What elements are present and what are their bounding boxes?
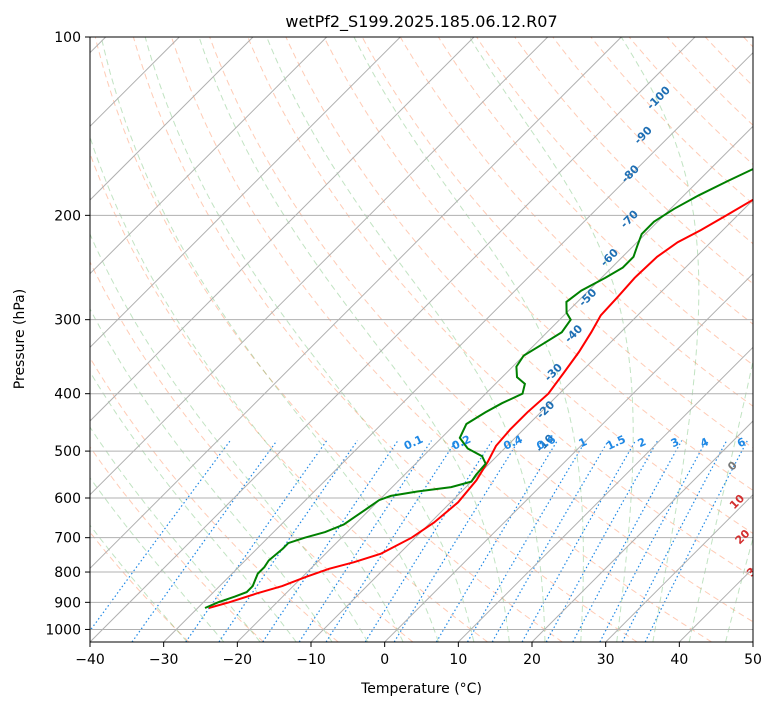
dry-adiabat — [476, 37, 753, 325]
dry-adiabat — [132, 37, 638, 642]
mixing-ratio-line — [325, 440, 457, 642]
mixing-ratio-label: 8 — [757, 435, 769, 450]
dry-adiabat — [90, 260, 414, 642]
dry-adiabat — [628, 37, 753, 166]
moist-adiabat — [100, 37, 439, 642]
skewed-isotherms — [90, 37, 753, 642]
x-tick-label: −30 — [149, 652, 179, 668]
y-tick-label: 900 — [54, 595, 81, 611]
mixing-ratio-line — [131, 440, 278, 642]
dry-adiabat — [323, 37, 753, 491]
mixing-ratio-line — [466, 440, 587, 642]
x-tick-label: 20 — [523, 652, 541, 668]
x-tick-label: 50 — [744, 652, 762, 668]
series-line-1 — [204, 167, 753, 609]
mixing-ratio-line — [572, 440, 683, 642]
moist-adiabat-label: 40 — [762, 585, 775, 605]
moist-adiabat-label: 30 — [744, 559, 764, 579]
skewed-isotherm — [236, 125, 753, 642]
mixing-ratio-line — [185, 440, 328, 642]
mixing-ratio-lines — [90, 440, 748, 642]
dry-adiabat — [90, 446, 264, 642]
mixing-ratio-line — [491, 440, 609, 642]
skewed-isotherm — [90, 37, 696, 642]
y-tick-label: 1000 — [45, 622, 81, 638]
axis-ticks: −40 −30 −20 −10 0 10 20 30 40 50 100 200 300 400 500 60… — [45, 30, 762, 668]
moist-adiabat — [90, 232, 369, 642]
moist-adiabat — [688, 358, 753, 642]
mixing-ratio-line — [644, 440, 748, 642]
mixing-ratio-line — [545, 440, 659, 642]
dry-adiabat — [247, 37, 753, 578]
plot-background — [90, 37, 753, 642]
dry-adiabat — [209, 37, 753, 623]
y-tick-label: 300 — [54, 313, 81, 329]
y-tick-label: 800 — [54, 565, 81, 581]
skewed-isotherm — [90, 37, 254, 201]
x-tick-label: 0 — [380, 652, 389, 668]
mixing-ratio-line — [521, 440, 637, 642]
skewed-isotherm — [384, 272, 753, 642]
moist-adiabat — [90, 476, 225, 642]
y-tick-label: 200 — [54, 208, 81, 224]
skewed-isotherm — [90, 37, 475, 422]
skewed-isotherm — [90, 37, 401, 349]
dry-adiabats — [90, 37, 753, 642]
x-tick-label: −10 — [296, 652, 326, 668]
mixing-ratio-line — [298, 440, 432, 642]
y-tick-label: 500 — [54, 444, 81, 460]
x-tick-label: −20 — [223, 652, 253, 668]
mixing-ratio-line — [364, 440, 493, 642]
skewed-isotherm — [163, 51, 753, 642]
x-axis-label: Temperature (°C) — [360, 681, 482, 697]
series-line-0 — [208, 198, 753, 609]
skewed-isotherm — [90, 37, 622, 570]
y-tick-label: 100 — [54, 30, 81, 46]
skewed-isotherm — [752, 641, 753, 642]
chart-title: wetPf2_S199.2025.185.06.12.R07 — [285, 12, 557, 32]
mixing-ratio-line — [262, 440, 399, 642]
dry-adiabat — [94, 37, 563, 642]
y-tick-label: 600 — [54, 491, 81, 507]
mixing-ratio-line — [90, 440, 231, 632]
profile-series — [204, 167, 753, 609]
moist-adiabat — [90, 135, 404, 642]
skewed-isotherm — [310, 199, 753, 642]
moist-adiabat — [144, 37, 475, 642]
skewed-isotherm — [531, 420, 753, 642]
x-tick-label: −40 — [75, 652, 105, 668]
x-tick-label: 10 — [449, 652, 467, 668]
mixing-ratio-line — [435, 440, 558, 642]
moist-adiabat — [620, 37, 700, 642]
moist-adiabat — [266, 37, 546, 642]
skewed-isotherm — [90, 37, 549, 496]
y-axis-label: Pressure (hPa) — [12, 289, 28, 389]
dry-adiabat — [514, 37, 753, 285]
skewed-isotherm — [90, 37, 328, 275]
moist-adiabat — [198, 37, 510, 642]
x-tick-label: 30 — [597, 652, 615, 668]
y-tick-label: 400 — [54, 387, 81, 403]
moist-adiabat — [353, 37, 584, 642]
x-tick-label: 40 — [670, 652, 688, 668]
moist-adiabat — [90, 370, 297, 642]
skewed-isotherm — [605, 493, 753, 642]
y-tick-label: 700 — [54, 531, 81, 547]
moist-adiabat — [90, 524, 188, 642]
dry-adiabat — [399, 37, 753, 407]
plot-frame — [89, 36, 754, 643]
skewed-isotherm — [457, 346, 753, 642]
grid-lines — [90, 37, 753, 630]
moist-adiabat — [725, 536, 753, 642]
moist-adiabat — [90, 308, 333, 642]
